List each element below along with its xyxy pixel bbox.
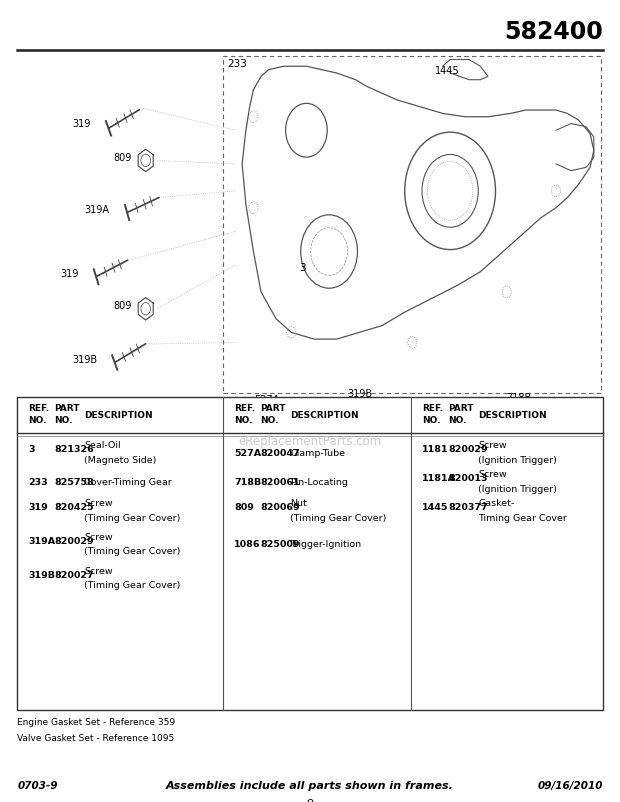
Text: Assemblies include all parts shown in frames.: Assemblies include all parts shown in fr… — [166, 781, 454, 791]
Text: Gasket-: Gasket- — [478, 499, 514, 508]
Text: 820069: 820069 — [260, 503, 300, 512]
Text: PART: PART — [260, 404, 286, 413]
Text: 9: 9 — [306, 799, 314, 802]
Text: 233: 233 — [227, 59, 247, 68]
Bar — [17, 397, 603, 710]
Text: REF.: REF. — [29, 404, 50, 413]
Text: 820027: 820027 — [55, 570, 94, 580]
Text: PART: PART — [448, 404, 474, 413]
Text: 1445: 1445 — [435, 67, 459, 76]
Text: NO.: NO. — [448, 416, 467, 425]
Text: (Ignition Trigger): (Ignition Trigger) — [478, 456, 557, 465]
Text: 820377: 820377 — [448, 503, 488, 512]
Text: eReplacementParts.com: eReplacementParts.com — [238, 435, 382, 448]
Text: 820425: 820425 — [55, 503, 94, 512]
Text: 1445: 1445 — [422, 503, 449, 512]
Text: 319A: 319A — [29, 537, 56, 546]
Text: 319B: 319B — [348, 389, 373, 399]
Text: (Magneto Side): (Magneto Side) — [84, 456, 157, 465]
Text: 1181: 1181 — [422, 445, 449, 455]
Text: Screw: Screw — [84, 566, 113, 576]
Text: 809: 809 — [113, 302, 132, 311]
Text: 820061: 820061 — [260, 477, 300, 487]
Text: 820047: 820047 — [260, 448, 300, 458]
Text: 820013: 820013 — [448, 474, 488, 484]
Text: 718B: 718B — [234, 477, 262, 487]
Text: 319: 319 — [73, 119, 91, 128]
Text: Engine Gasket Set - Reference 359: Engine Gasket Set - Reference 359 — [17, 718, 175, 727]
Text: 582400: 582400 — [504, 20, 603, 44]
Text: 319: 319 — [60, 269, 79, 279]
Text: DESCRIPTION: DESCRIPTION — [478, 411, 547, 419]
Bar — [223, 56, 601, 393]
Text: 3: 3 — [29, 445, 35, 455]
Text: 319B: 319B — [72, 355, 97, 365]
Text: REF.: REF. — [422, 404, 443, 413]
Text: 1086: 1086 — [218, 433, 243, 443]
Text: 319: 319 — [29, 503, 48, 512]
Text: Valve Gasket Set - Reference 1095: Valve Gasket Set - Reference 1095 — [17, 734, 175, 743]
Text: NO.: NO. — [234, 416, 253, 425]
Text: (Timing Gear Cover): (Timing Gear Cover) — [290, 513, 386, 523]
Text: REF.: REF. — [234, 404, 255, 413]
Text: Trigger-Ignition: Trigger-Ignition — [290, 540, 361, 549]
Text: NO.: NO. — [422, 416, 441, 425]
Text: 1181A: 1181A — [422, 474, 456, 484]
Text: 0703-9: 0703-9 — [17, 781, 58, 791]
Text: (Ignition Trigger): (Ignition Trigger) — [478, 484, 557, 494]
Text: 821326: 821326 — [55, 445, 94, 455]
Text: 820029: 820029 — [448, 445, 488, 455]
Text: Screw: Screw — [478, 441, 507, 451]
Text: 825758: 825758 — [55, 477, 94, 487]
Text: (Timing Gear Cover): (Timing Gear Cover) — [84, 581, 180, 590]
Text: Screw: Screw — [478, 470, 507, 480]
Text: 820029: 820029 — [55, 537, 94, 546]
Text: NO.: NO. — [260, 416, 279, 425]
Text: Cover-Timing Gear: Cover-Timing Gear — [84, 477, 172, 487]
Text: Screw: Screw — [84, 499, 113, 508]
Text: (Timing Gear Cover): (Timing Gear Cover) — [84, 513, 180, 523]
Text: Clamp-Tube: Clamp-Tube — [290, 448, 345, 458]
Text: Nut: Nut — [290, 499, 307, 508]
Text: 718B: 718B — [506, 393, 531, 403]
Text: 809: 809 — [113, 153, 132, 163]
Text: 319B: 319B — [29, 570, 55, 580]
Text: Seal-Oil: Seal-Oil — [84, 441, 121, 451]
Text: PART: PART — [55, 404, 80, 413]
Text: 233: 233 — [29, 477, 48, 487]
Text: 3: 3 — [299, 263, 306, 273]
Text: DESCRIPTION: DESCRIPTION — [84, 411, 153, 419]
Text: Pin-Locating: Pin-Locating — [290, 477, 348, 487]
Text: 1181A: 1181A — [215, 458, 246, 468]
Text: (Timing Gear Cover): (Timing Gear Cover) — [84, 547, 180, 557]
Text: 527A: 527A — [255, 395, 280, 405]
Text: DESCRIPTION: DESCRIPTION — [290, 411, 359, 419]
Text: 1181: 1181 — [218, 474, 243, 484]
Text: 1086: 1086 — [234, 540, 261, 549]
Text: NO.: NO. — [29, 416, 47, 425]
Text: 527A: 527A — [234, 448, 262, 458]
Text: NO.: NO. — [55, 416, 73, 425]
Text: Screw: Screw — [84, 533, 113, 542]
Text: 09/16/2010: 09/16/2010 — [537, 781, 603, 791]
Text: Timing Gear Cover: Timing Gear Cover — [478, 513, 567, 523]
Text: 809: 809 — [234, 503, 254, 512]
Text: 825009: 825009 — [260, 540, 300, 549]
Text: 319A: 319A — [85, 205, 110, 215]
